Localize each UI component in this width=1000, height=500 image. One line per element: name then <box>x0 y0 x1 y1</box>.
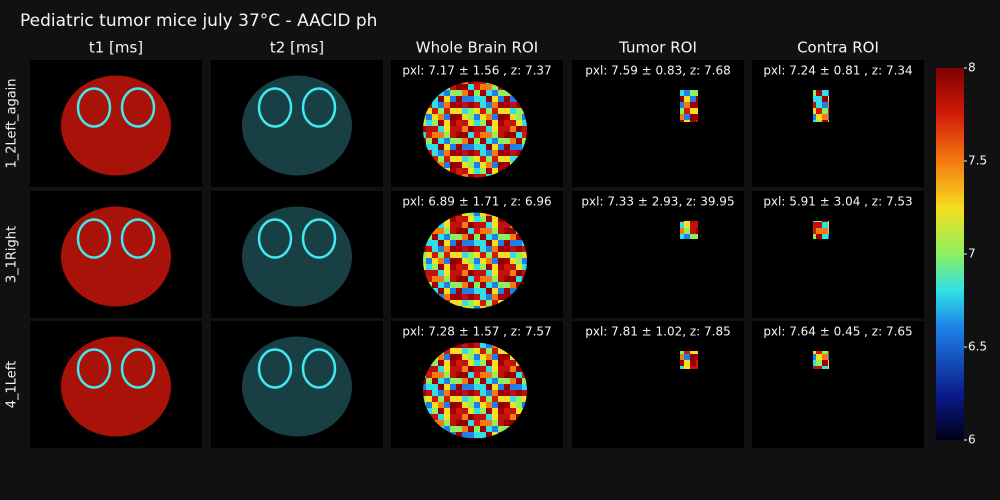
row-label: 4_1Left <box>5 361 20 409</box>
image-panel <box>572 60 744 187</box>
brain-map <box>242 206 352 307</box>
roi-map <box>813 351 829 369</box>
roi-outline <box>301 87 337 128</box>
image-panel <box>572 321 744 448</box>
roi-outline <box>301 218 337 259</box>
roi-map <box>680 90 698 122</box>
roi-outline <box>257 87 293 128</box>
brain-map <box>423 342 527 439</box>
image-panel <box>752 60 924 187</box>
figure-title: Pediatric tumor mice july 37°C - AACID p… <box>20 11 377 31</box>
roi-outline <box>120 218 156 259</box>
panel-annotation: pxl: 7.24 ± 0.81 , z: 7.34 <box>763 64 912 78</box>
column-header: t2 [ms] <box>270 39 324 57</box>
colorbar <box>936 68 964 440</box>
roi-outline <box>120 348 156 389</box>
colorbar-tick-label: 7 <box>968 247 976 261</box>
roi-map <box>813 90 829 122</box>
brain-map <box>423 212 527 309</box>
brain-map <box>242 336 352 437</box>
panel-annotation: pxl: 7.59 ± 0.83, z: 7.68 <box>585 64 731 78</box>
roi-outline <box>257 218 293 259</box>
row-label: 1_2Left_again <box>5 78 20 168</box>
image-panel <box>752 321 924 448</box>
image-panel <box>752 191 924 318</box>
column-header: Tumor ROI <box>618 39 697 57</box>
roi-outline <box>76 218 112 259</box>
colorbar-tick-label: 7.5 <box>968 154 987 168</box>
brain-map <box>423 81 527 178</box>
roi-map <box>813 221 829 239</box>
panel-annotation: pxl: 7.17 ± 1.56 , z: 7.37 <box>402 64 551 78</box>
brain-map <box>61 336 171 437</box>
brain-map <box>61 206 171 307</box>
roi-outline <box>120 87 156 128</box>
brain-map <box>61 75 171 176</box>
panel-annotation: pxl: 7.81 ± 1.02, z: 7.85 <box>585 325 731 339</box>
panel-annotation: pxl: 5.91 ± 3.04 , z: 7.53 <box>763 195 912 209</box>
panel-annotation: pxl: 7.28 ± 1.57 , z: 7.57 <box>402 325 551 339</box>
panel-annotation: pxl: 7.64 ± 0.45 , z: 7.65 <box>763 325 912 339</box>
row-label: 3_1Right <box>5 226 20 283</box>
image-panel <box>572 191 744 318</box>
roi-outline <box>76 87 112 128</box>
colorbar-tick-label: 8 <box>968 61 976 75</box>
panel-annotation: pxl: 6.89 ± 1.71 , z: 6.96 <box>402 195 551 209</box>
colorbar-tick-label: 6.5 <box>968 340 987 354</box>
roi-outline <box>76 348 112 389</box>
panel-annotation: pxl: 7.33 ± 2.93, z: 39.95 <box>581 195 734 209</box>
column-header: t1 [ms] <box>89 39 143 57</box>
roi-outline <box>257 348 293 389</box>
roi-map <box>680 221 698 239</box>
brain-map <box>242 75 352 176</box>
column-header: Contra ROI <box>797 39 879 57</box>
colorbar-tick-label: 6 <box>968 433 976 447</box>
roi-outline <box>301 348 337 389</box>
roi-map <box>680 351 698 369</box>
column-header: Whole Brain ROI <box>416 39 538 57</box>
